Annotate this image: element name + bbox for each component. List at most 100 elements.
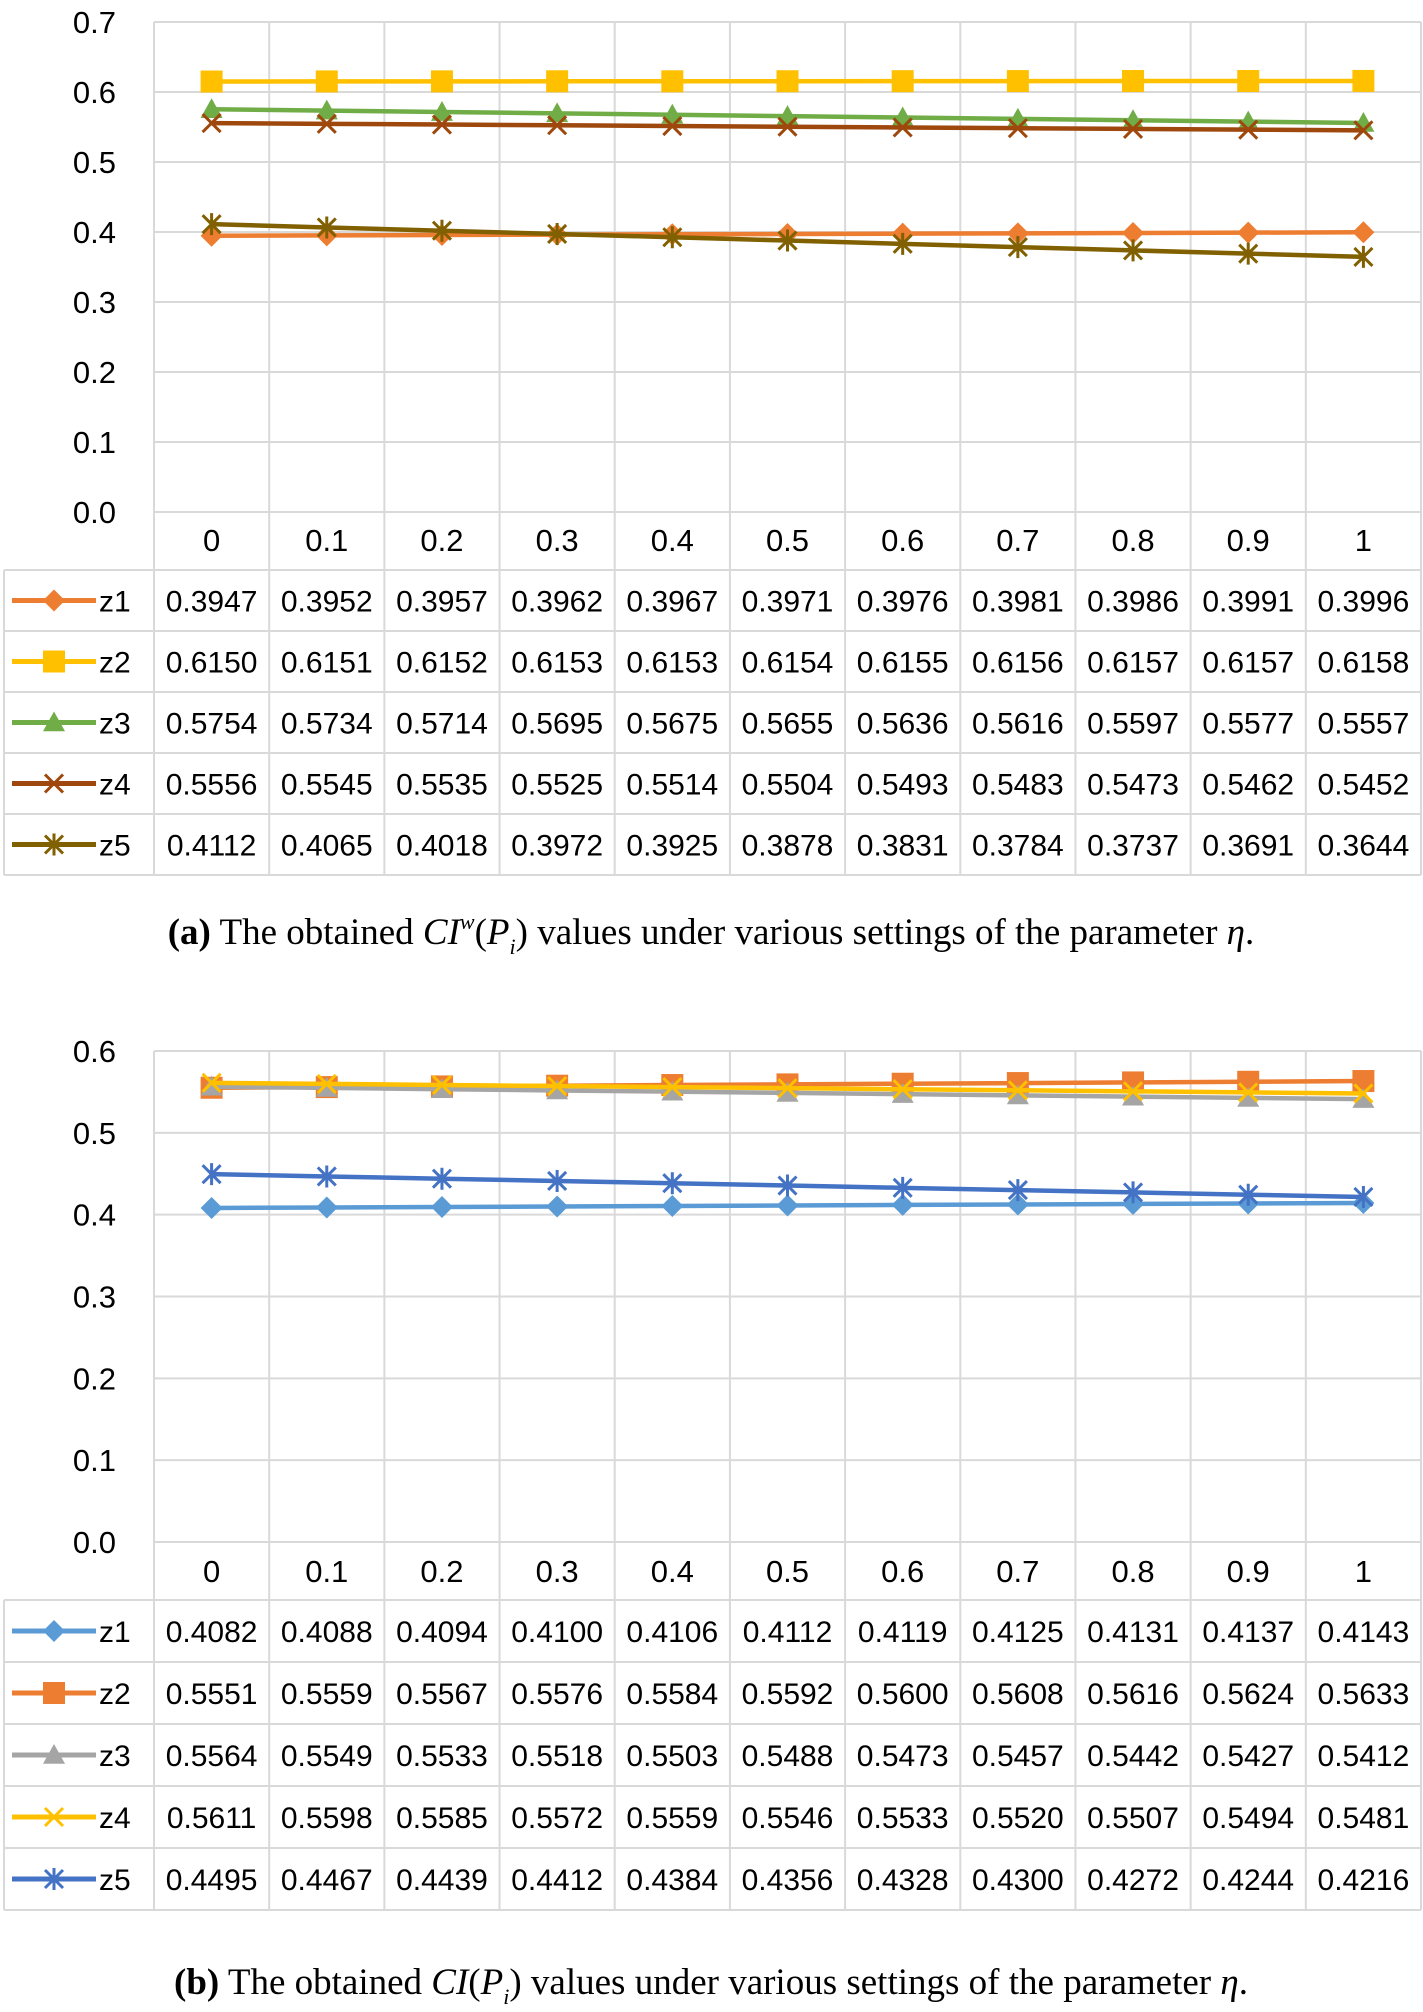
data-label: 0.3878 [742,830,834,863]
data-point [1122,1081,1144,1102]
x-category-label: 0.7 [996,523,1039,558]
legend-label: z2 [99,1678,131,1711]
data-point [316,216,337,239]
series-z4 [201,113,1374,141]
legend-label: z2 [99,647,131,680]
caption-before: The obtained [211,912,423,953]
data-label: 0.5535 [396,769,488,802]
caption-symbol: CI [431,1962,470,2003]
data-label: 0.3986 [1087,586,1179,619]
x-category-label: 0.4 [651,1554,694,1589]
data-point [430,1195,453,1218]
data-label: 0.5514 [626,769,718,802]
data-point [546,70,569,93]
legend-label: z5 [99,1864,131,1897]
data-label: 0.4088 [281,1616,373,1649]
data-label: 0.6152 [396,647,488,680]
data-label: 0.6151 [281,647,373,680]
data-point [1122,118,1144,139]
data-label: 0.3691 [1202,830,1294,863]
data-label: 0.3947 [166,586,258,619]
x-category-label: 0.8 [1111,1554,1154,1589]
panel-b: 0.0 0.1 0.2 0.3 0.4 0.5 0.6 0 0.1 0.2 0.3 0.4 0.5 0.6… [3,1034,1422,1911]
data-point [1238,242,1259,265]
data-point [547,1169,568,1192]
data-point [1006,70,1029,93]
data-label: 0.6158 [1318,647,1410,680]
y-tick-label: 0.6 [73,75,116,110]
data-point [891,1193,914,1216]
panel-a: 0.0 0.1 0.2 0.3 0.4 0.5 0.6 0.7 0 0.1 0.2 0.3 0.4 0.5… [3,5,1422,876]
y-tick-label: 0.6 [73,1034,116,1069]
data-label: 0.4384 [626,1864,718,1897]
legend-key-marker [43,773,65,794]
data-point [1007,236,1028,259]
data-label: 0.5616 [972,708,1064,741]
data-label: 0.5585 [396,1802,488,1835]
caption-b: (b) The obtained CI(Pi) values under var… [174,1962,1248,2009]
y-tick-label: 0.3 [73,285,116,320]
x-category-label: 0 [203,1554,220,1589]
data-point [892,1176,913,1199]
data-label: 0.5584 [626,1678,718,1711]
data-point [1007,1080,1028,1101]
data-point [1006,1193,1029,1216]
table-row: z1 0.3947 0.3952 0.3957 0.3962 0.3967 0.3971 0.… [12,586,1409,619]
data-point [1122,70,1145,93]
data-point [316,1165,337,1188]
data-point [1237,221,1260,244]
data-point [661,70,684,93]
data-point [201,113,222,134]
y-tick-label: 0.1 [73,1443,116,1478]
data-point [777,1174,798,1197]
data-label: 0.3644 [1318,830,1410,863]
data-label: 0.5754 [166,708,258,741]
data-point [661,1194,684,1217]
y-tick-label: 0.4 [73,1198,116,1233]
data-point [1007,1179,1028,1202]
x-category-label: 0.6 [881,1554,924,1589]
data-label: 0.5518 [511,1740,603,1773]
data-label: 0.5412 [1318,1740,1410,1773]
data-point [547,1075,568,1097]
data-label: 0.3991 [1202,586,1294,619]
data-label: 0.5525 [511,769,603,802]
x-category-label: 0.5 [766,1554,809,1589]
x-category-label: 0.7 [996,1554,1039,1589]
caption-end: . [1245,912,1254,953]
data-label: 0.4065 [281,830,373,863]
data-label: 0.3784 [972,830,1064,863]
data-label: 0.5611 [167,1802,257,1835]
y-tick-label: 0.5 [73,145,116,180]
data-label: 0.4119 [858,1616,948,1649]
data-point [315,70,338,93]
data-label: 0.4137 [1202,1616,1294,1649]
table-row: z5 0.4112 0.4065 0.4018 0.3972 0.3925 0.3878 0.… [12,830,1409,863]
x-category-label: 0 [203,523,220,558]
legend-key-marker [43,711,65,732]
data-label: 0.6153 [511,647,603,680]
y-tick-label: 0.0 [73,495,116,530]
data-label: 0.5695 [511,708,603,741]
caption-after: values under various settings of the par… [522,1962,1221,2003]
data-point [1122,1181,1144,1204]
data-point [776,1194,799,1217]
data-point [430,101,453,121]
data-label: 0.3737 [1087,830,1179,863]
data-point [777,1078,798,1099]
data-point [1353,1083,1374,1104]
data-label: 0.5616 [1087,1678,1179,1711]
data-point [1238,119,1259,140]
data-label: 0.6156 [972,647,1064,680]
data-label: 0.5633 [1318,1678,1410,1711]
data-label: 0.5592 [742,1678,834,1711]
data-label: 0.4112 [743,1616,833,1649]
data-point [1352,221,1375,244]
data-point [200,70,223,93]
data-label: 0.5598 [281,1802,373,1835]
x-category-label: 1 [1355,523,1372,558]
legend-key-marker [43,1868,65,1890]
data-label: 0.5675 [626,708,718,741]
data-label: 0.5714 [396,708,488,741]
legend-key-marker [43,589,65,612]
